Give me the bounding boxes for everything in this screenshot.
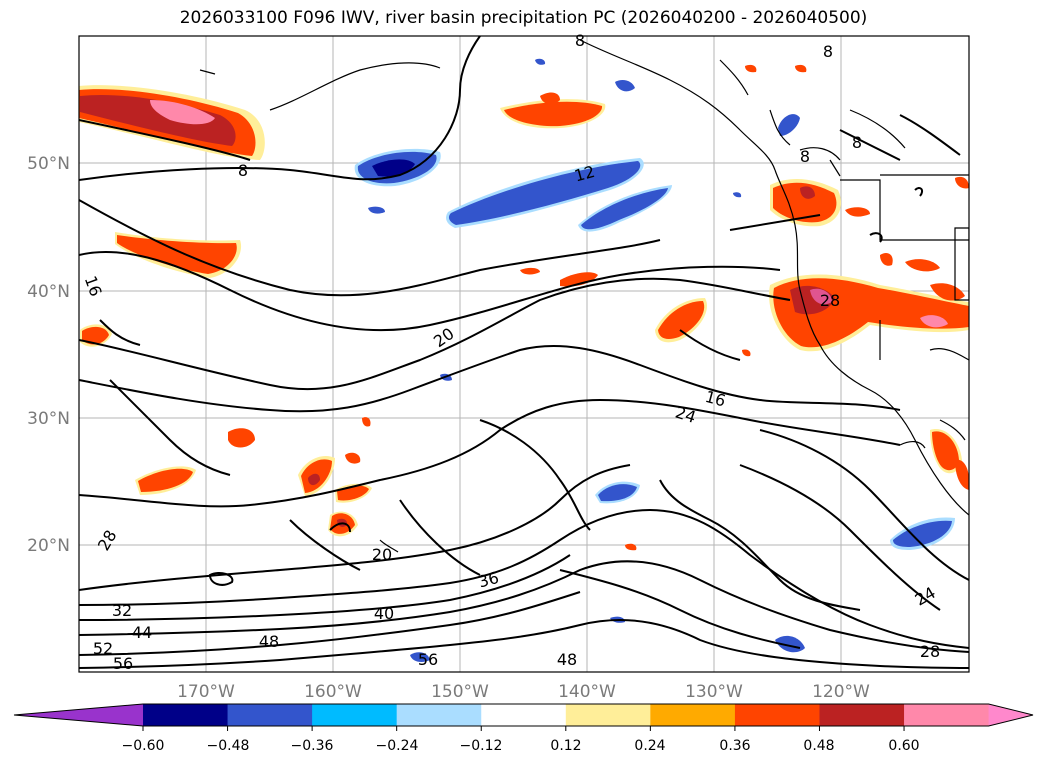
lon-tick-label: 140°W (558, 682, 616, 702)
colorbar-segment (650, 704, 736, 726)
lat-tick-label: 30°N (27, 409, 70, 429)
lon-tick-label: 130°W (685, 682, 743, 702)
colorbar-tick-label: −0.48 (207, 738, 250, 754)
longitude-axis: 170°W 160°W 150°W 140°W 130°W 120°W (177, 682, 870, 702)
colorbar-tick-label: −0.24 (376, 738, 419, 754)
map-frame (78, 35, 970, 673)
contour-label: 56 (418, 650, 438, 669)
contour-label: 36 (476, 568, 501, 592)
contour-label: 44 (132, 623, 152, 642)
colorbar-tick-label: −0.12 (460, 738, 503, 754)
colorbar-segment (819, 704, 905, 726)
lat-tick-label: 50°N (27, 154, 70, 174)
contour-label: 20 (372, 545, 392, 564)
contour-label: 28 (920, 642, 940, 661)
lon-tick-label: 120°W (812, 682, 870, 702)
contour-label: 8 (238, 161, 248, 180)
colorbar-segment (734, 704, 820, 726)
colorbar-tick-label: 0.60 (888, 738, 919, 754)
contour-label: 8 (575, 31, 585, 50)
colorbar-segment (143, 704, 229, 726)
colorbar-segment (565, 704, 651, 726)
contour-label: 8 (852, 133, 862, 152)
colorbar-segment (481, 704, 567, 726)
colorbar-extension-high (988, 704, 1033, 726)
contour-label: 56 (113, 654, 133, 673)
lon-tick-label: 160°W (304, 682, 362, 702)
contour-label: 40 (374, 604, 394, 623)
colorbar-segment (396, 704, 482, 726)
colorbar-tick-label: 0.36 (719, 738, 750, 754)
colorbar-tick-label: −0.60 (122, 738, 165, 754)
colorbar-tick-label: 0.24 (634, 738, 665, 754)
coastlines (199, 39, 969, 553)
precip-negative-anomalies (354, 58, 955, 663)
lat-tick-label: 20°N (27, 536, 70, 556)
figure-title: 2026033100 F096 IWV, river basin precipi… (179, 8, 868, 28)
colorbar-tick-label: 0.12 (550, 738, 581, 754)
colorbar-segment (904, 704, 990, 726)
contour-label: 12 (572, 162, 597, 186)
iwv-contours (79, 36, 969, 669)
contour-label: 8 (800, 147, 810, 166)
contour-label: 8 (823, 42, 833, 61)
colorbar (13, 703, 1034, 731)
latitude-axis: 50°N 40°N 30°N 20°N (27, 154, 70, 556)
lat-tick-label: 40°N (27, 282, 70, 302)
contour-label: 32 (112, 601, 132, 620)
colorbar-segment (227, 704, 313, 726)
graticule (79, 36, 969, 672)
colorbar-tick-label: 0.48 (803, 738, 834, 754)
colorbar-ticks: −0.60 −0.48 −0.36 −0.24 −0.12 0.12 0.24 … (122, 738, 920, 754)
colorbar-extension-low (14, 704, 143, 726)
contour-label: 28 (820, 291, 840, 310)
contour-label: 16 (703, 387, 728, 411)
lon-tick-label: 150°W (431, 682, 489, 702)
colorbar-tick-label: −0.36 (291, 738, 334, 754)
colorbar-segment (312, 704, 398, 726)
contour-label: 48 (557, 650, 577, 669)
contour-label: 48 (259, 632, 279, 651)
contour-label: 52 (93, 639, 113, 658)
lon-tick-label: 170°W (177, 682, 235, 702)
